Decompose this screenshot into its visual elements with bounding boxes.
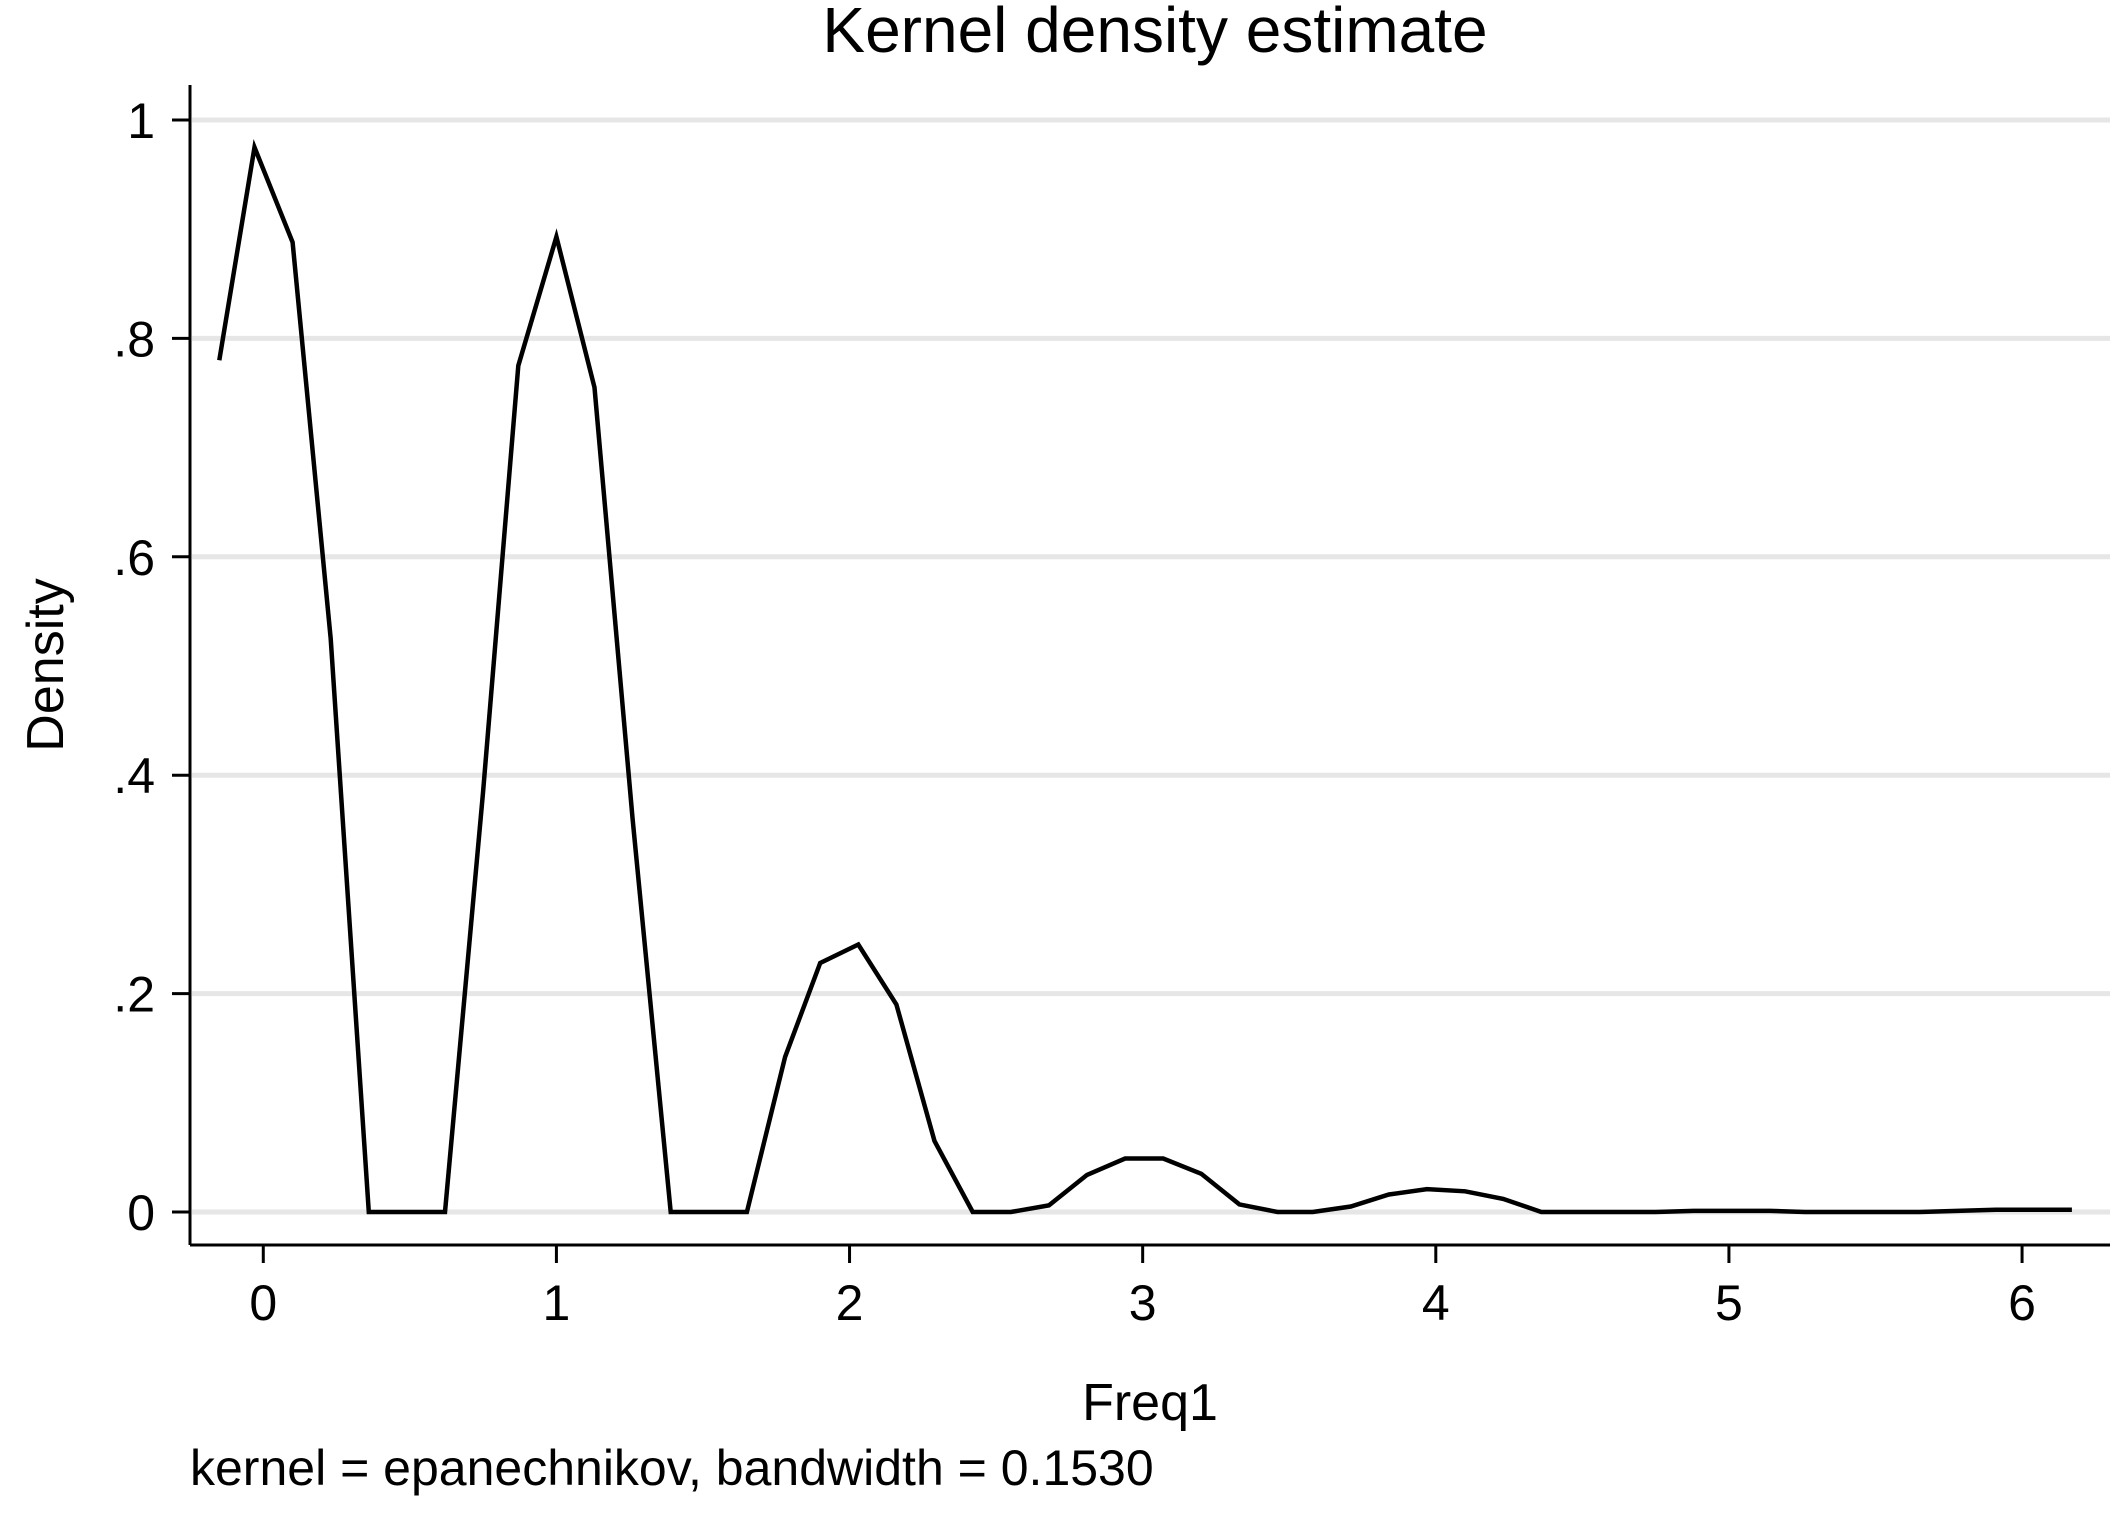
x-tick-label-3: 3 bbox=[1129, 1275, 1157, 1331]
x-tick-label-5: 5 bbox=[1715, 1275, 1743, 1331]
y-tick-label-0: 0 bbox=[127, 1185, 155, 1241]
series-layer bbox=[217, 138, 2072, 1215]
chart-title: Kernel density estimate bbox=[822, 0, 1487, 66]
x-tick-label-0: 0 bbox=[249, 1275, 277, 1331]
x-tick-label-2: 2 bbox=[836, 1275, 864, 1331]
y-axis-label: Density bbox=[17, 578, 75, 751]
y-tick-label-4: .8 bbox=[113, 311, 155, 367]
y-tick-label-1: .2 bbox=[113, 967, 155, 1023]
y-axis-ticks: 0 .2 .4 .6 .8 1 bbox=[113, 93, 190, 1241]
x-tick-label-1: 1 bbox=[543, 1275, 571, 1331]
x-axis-label: Freq1 bbox=[1082, 1374, 1218, 1432]
x-axis-ticks: 0 1 2 3 4 5 6 bbox=[249, 1245, 2036, 1331]
density-line-0 bbox=[217, 138, 2072, 1215]
chart-note: kernel = epanechnikov, bandwidth = 0.153… bbox=[190, 1440, 1154, 1496]
y-tick-label-2: .4 bbox=[113, 748, 155, 804]
x-tick-label-4: 4 bbox=[1422, 1275, 1450, 1331]
y-tick-label-3: .6 bbox=[113, 530, 155, 586]
x-tick-label-6: 6 bbox=[2008, 1275, 2036, 1331]
y-tick-label-5: 1 bbox=[127, 93, 155, 149]
gridlines bbox=[192, 117, 2110, 1215]
